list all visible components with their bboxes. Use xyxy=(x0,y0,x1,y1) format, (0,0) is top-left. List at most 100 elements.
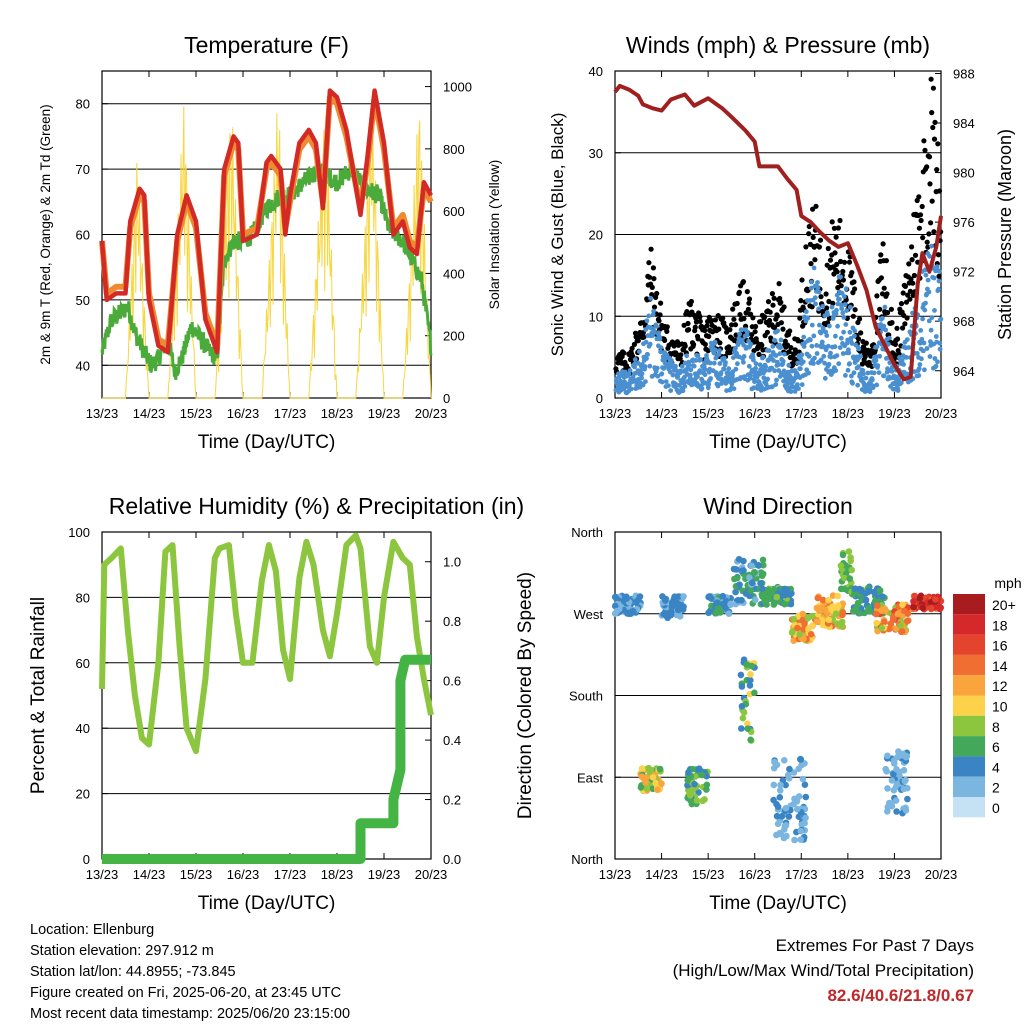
gust-point xyxy=(851,279,857,285)
wind-point xyxy=(726,366,732,372)
x-tick-label: 18/23 xyxy=(832,867,865,882)
gust-point xyxy=(671,343,677,349)
gust-point xyxy=(697,318,703,324)
gust-point xyxy=(863,340,869,346)
x-tick-label: 20/23 xyxy=(415,867,448,882)
wind-point xyxy=(820,304,826,309)
y2-tick-label: 0 xyxy=(443,391,450,406)
wind-point xyxy=(708,376,713,381)
wind-direction-point xyxy=(633,598,640,605)
wind-point xyxy=(752,379,757,385)
wind-point xyxy=(733,345,738,351)
wind-point xyxy=(645,352,650,357)
wind-point xyxy=(635,361,641,366)
gust-point xyxy=(932,119,938,125)
wind-direction-point xyxy=(776,787,784,794)
wind-point xyxy=(932,308,937,313)
gust-point xyxy=(832,250,838,256)
wind-point xyxy=(799,352,805,358)
wind-direction-point xyxy=(637,784,645,791)
x-axis-label: Time (Day/UTC) xyxy=(709,893,847,914)
gust-point xyxy=(745,306,752,312)
wind-point xyxy=(651,308,656,314)
wind-direction-point xyxy=(737,671,745,679)
x-tick-label: 16/23 xyxy=(227,406,260,421)
y2-tick-label: 984 xyxy=(953,116,975,131)
wind-point xyxy=(874,382,880,388)
gust-point xyxy=(926,154,933,160)
gust-point xyxy=(650,265,657,271)
chart-title: Winds (mph) & Pressure (mb) xyxy=(626,32,930,58)
gust-point xyxy=(936,273,942,279)
wind-point xyxy=(733,366,739,372)
wind-point xyxy=(925,277,931,283)
wind-point xyxy=(840,351,846,356)
wind-point xyxy=(626,371,632,377)
wind-direction-point xyxy=(842,562,850,569)
wind-point xyxy=(741,359,746,365)
wind-direction-point xyxy=(874,602,881,609)
wind-point xyxy=(808,285,814,291)
wind-direction-point xyxy=(757,580,764,587)
wind-point xyxy=(814,351,820,356)
temperature-2m-line xyxy=(99,88,433,355)
wind-point xyxy=(748,373,753,379)
wind-point xyxy=(781,368,787,374)
wind-direction-point xyxy=(801,781,809,788)
wind-direction-point xyxy=(804,614,812,622)
gust-point xyxy=(809,304,815,310)
wind-point xyxy=(702,372,708,378)
x-tick-label: 18/23 xyxy=(321,867,354,882)
gust-point xyxy=(916,225,923,231)
wind-point xyxy=(843,373,848,378)
y2-tick-label: 0.0 xyxy=(443,852,461,867)
wind-point xyxy=(808,337,813,343)
gust-point xyxy=(729,322,735,328)
gust-point xyxy=(931,229,937,235)
wind-point xyxy=(933,334,939,339)
wind-point xyxy=(924,346,930,351)
wind-direction-point xyxy=(791,795,798,803)
y2-tick-label: 968 xyxy=(953,314,975,329)
wind-point xyxy=(666,383,671,388)
gust-point xyxy=(727,327,733,333)
gust-point xyxy=(662,337,668,343)
wind-direction-point xyxy=(776,829,784,837)
wind-point xyxy=(654,365,660,371)
gust-point xyxy=(778,320,785,326)
wind-point xyxy=(933,363,939,369)
wind-direction-point xyxy=(770,781,778,789)
y-tick-label: 0 xyxy=(83,852,90,867)
x-tick-label: 17/23 xyxy=(785,406,818,421)
y2-tick-label: 200 xyxy=(443,329,465,344)
wind-direction-point xyxy=(897,622,904,630)
legend-label: 14 xyxy=(992,658,1008,674)
wind-direction-point xyxy=(902,753,909,760)
gust-point xyxy=(646,274,653,280)
gust-point xyxy=(635,338,641,344)
y2-tick-label: 1.0 xyxy=(443,555,461,570)
gust-point xyxy=(806,223,812,230)
gust-point xyxy=(850,313,857,319)
wind-point xyxy=(811,333,817,339)
wind-point xyxy=(882,304,888,310)
wind-point xyxy=(745,329,750,335)
gust-point xyxy=(921,138,927,144)
humidity-precip-panel: 13/23 14/23 15/23 16/23 17/23 18/23 19/23 20/23… xyxy=(28,493,524,914)
gust-point xyxy=(928,220,934,226)
gust-point xyxy=(900,290,906,296)
wind-direction-point xyxy=(862,596,870,604)
gust-point xyxy=(746,300,752,306)
gust-point xyxy=(656,318,662,324)
wind-point xyxy=(647,363,653,369)
wind-direction-point xyxy=(882,765,889,773)
gust-point xyxy=(929,198,935,204)
wind-direction-point xyxy=(781,757,788,764)
wind-point xyxy=(786,362,792,368)
gust-point xyxy=(919,203,925,210)
wind-point xyxy=(679,364,685,369)
wind-point xyxy=(834,353,840,358)
wind-point xyxy=(849,373,854,379)
wind-direction-point xyxy=(881,618,888,626)
wind-direction-point xyxy=(838,623,846,630)
